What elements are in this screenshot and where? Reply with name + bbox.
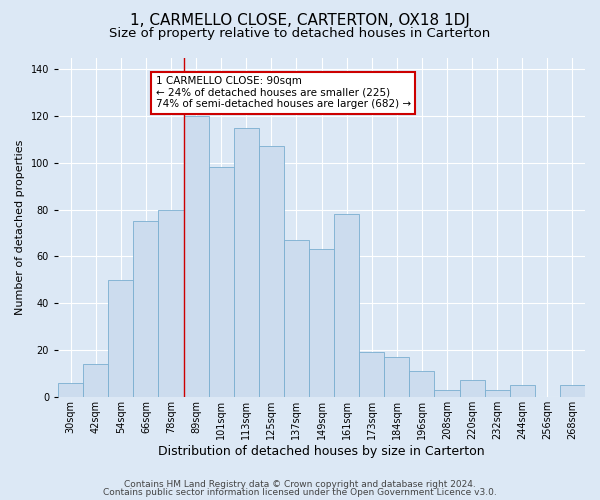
Bar (259, 146, 284, 397)
Y-axis label: Number of detached properties: Number of detached properties (15, 140, 25, 315)
Bar (334, 214, 359, 397)
Bar (133, 222, 158, 397)
Bar (309, 250, 334, 397)
Bar (434, 390, 460, 397)
Bar (359, 352, 384, 397)
Bar (284, 240, 309, 397)
Text: Size of property relative to detached houses in Carterton: Size of property relative to detached ho… (109, 28, 491, 40)
Text: Contains HM Land Registry data © Crown copyright and database right 2024.: Contains HM Land Registry data © Crown c… (124, 480, 476, 489)
Bar (510, 385, 535, 397)
Bar (158, 210, 184, 397)
Bar (460, 380, 485, 397)
Bar (83, 364, 108, 397)
Text: 1, CARMELLO CLOSE, CARTERTON, OX18 1DJ: 1, CARMELLO CLOSE, CARTERTON, OX18 1DJ (130, 12, 470, 28)
Bar (409, 371, 434, 397)
Bar (384, 357, 409, 397)
Bar (485, 390, 510, 397)
Bar (209, 168, 234, 397)
Text: 1 CARMELLO CLOSE: 90sqm
← 24% of detached houses are smaller (225)
74% of semi-d: 1 CARMELLO CLOSE: 90sqm ← 24% of detache… (155, 76, 410, 110)
Text: Contains public sector information licensed under the Open Government Licence v3: Contains public sector information licen… (103, 488, 497, 497)
X-axis label: Distribution of detached houses by size in Carterton: Distribution of detached houses by size … (158, 444, 485, 458)
Bar (184, 116, 209, 397)
Bar (108, 280, 133, 397)
Bar (560, 385, 585, 397)
Bar (234, 128, 259, 397)
Bar (58, 383, 83, 397)
